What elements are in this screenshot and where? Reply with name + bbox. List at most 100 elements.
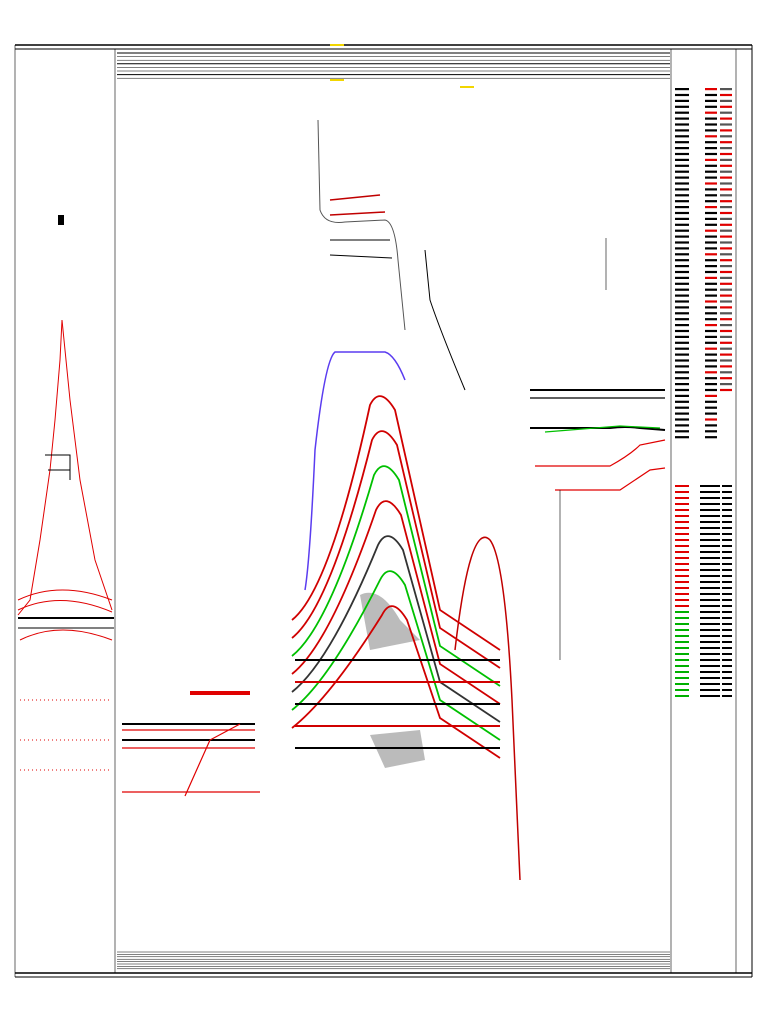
right-diagram: [530, 238, 666, 660]
legend-row: [722, 581, 732, 583]
legend-row: [720, 282, 732, 285]
legend-row: [705, 412, 717, 415]
legend-row: [720, 312, 732, 315]
legend-row: [700, 587, 720, 589]
legend-row: [675, 176, 689, 179]
legend-row: [722, 659, 732, 661]
legend-row: [675, 247, 689, 250]
legend-row: [675, 503, 689, 505]
platform: [190, 691, 250, 695]
track: [530, 426, 666, 431]
legend-row: [705, 158, 717, 161]
legend-row: [720, 259, 732, 262]
legend-row: [705, 135, 717, 138]
legend-row: [720, 88, 732, 91]
legend-row: [720, 188, 732, 191]
legend-row: [705, 312, 717, 315]
legend-row: [675, 605, 689, 607]
legend-row: [720, 93, 732, 97]
legend-row: [700, 617, 720, 619]
legend-row: [722, 527, 732, 529]
track: [291, 395, 501, 651]
annotation-row: [20, 699, 110, 771]
legend-row: [705, 147, 717, 150]
marker: [330, 79, 344, 81]
legend-row: [675, 129, 689, 132]
legend-row: [675, 515, 689, 517]
legend-row: [675, 300, 689, 303]
legend-row: [675, 575, 689, 577]
legend-row: [720, 147, 732, 150]
legend-row: [675, 270, 689, 274]
legend-row: [720, 170, 732, 173]
legend-row: [675, 259, 689, 262]
legend-row: [705, 229, 717, 232]
legend-row: [675, 629, 689, 631]
legend-row: [700, 515, 720, 517]
legend-row: [722, 533, 732, 535]
legend-row: [700, 629, 720, 631]
legend-row: [705, 365, 717, 368]
legend-row: [700, 485, 720, 487]
legend-row: [705, 377, 717, 380]
track: [122, 723, 260, 797]
legend-row: [705, 88, 717, 91]
legend-row: [720, 129, 732, 132]
track: [304, 351, 406, 591]
legend-row: [700, 671, 720, 673]
legend-row: [722, 485, 732, 487]
legend-row: [705, 223, 717, 226]
legend-row: [705, 206, 717, 209]
legend-row: [720, 194, 732, 197]
legend-row: [722, 539, 732, 541]
legend-row: [705, 418, 717, 421]
track: [329, 194, 386, 216]
legend-row: [675, 671, 689, 673]
legend-row: [675, 689, 689, 691]
legend-row: [720, 200, 732, 203]
legend-row: [720, 99, 732, 102]
legend-row: [705, 270, 717, 274]
legend-row: [675, 539, 689, 541]
legend-row: [722, 509, 732, 511]
legend-row: [720, 359, 732, 362]
legend-row: [675, 359, 689, 362]
legend-row: [700, 491, 720, 493]
legend-row: [675, 235, 689, 238]
legend-row: [700, 635, 720, 637]
track: [291, 605, 501, 759]
legend-row: [700, 539, 720, 541]
legend-row: [705, 253, 717, 256]
legend-row: [705, 306, 717, 309]
legend-row: [720, 105, 732, 108]
legend-row: [675, 111, 689, 114]
legend-row: [675, 353, 689, 356]
track: [329, 239, 393, 259]
legend-row: [675, 194, 689, 197]
legend-row: [675, 117, 689, 120]
legend-row: [675, 569, 689, 571]
legend-row: [700, 599, 720, 601]
legend-row: [700, 581, 720, 583]
legend-row: [675, 641, 689, 643]
legend-row: [705, 300, 717, 303]
legend-row: [675, 182, 689, 185]
legend-row: [722, 623, 732, 625]
legend-row: [675, 491, 689, 493]
legend-row: [700, 575, 720, 577]
track: [17, 589, 113, 641]
legend-row: [675, 599, 689, 601]
legend-row: [705, 276, 717, 279]
legend-row: [705, 347, 717, 350]
legend-row: [675, 164, 689, 167]
legend-row: [675, 253, 689, 256]
legend-row: [700, 659, 720, 661]
track: [45, 454, 71, 480]
label-block: [58, 215, 64, 225]
legend-row: [705, 329, 717, 333]
legend-row: [700, 653, 720, 655]
legend-row: [705, 259, 717, 262]
legend-row: [720, 223, 732, 226]
legend-row: [705, 318, 717, 321]
